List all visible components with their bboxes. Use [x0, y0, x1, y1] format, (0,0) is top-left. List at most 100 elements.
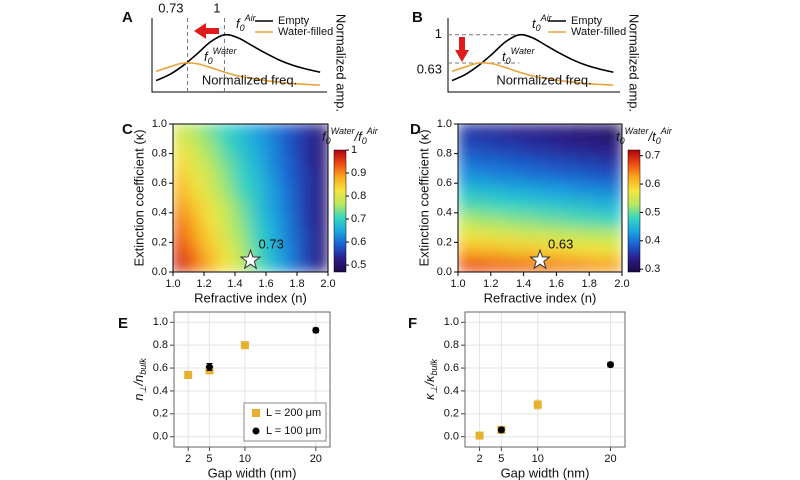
heatmap-cell — [473, 241, 492, 258]
heatmap-cell — [539, 197, 557, 214]
y-tick-label: 1.0 — [437, 118, 452, 130]
x-tick-label: 1.0 — [450, 278, 465, 290]
panel-letter: F — [408, 315, 417, 332]
label-part: 0 — [326, 136, 331, 146]
heatmap-cell — [539, 124, 557, 140]
heatmap-cell — [296, 124, 313, 140]
x-tick-label: 1.4 — [227, 278, 242, 290]
x-tick-label: 1.2 — [196, 278, 211, 290]
heatmap-cell — [265, 241, 282, 258]
heatmap-cell — [473, 256, 492, 272]
y-tick-label: 0.6 — [437, 177, 452, 189]
heatmap-cell — [203, 182, 220, 199]
label-part: f — [236, 16, 241, 31]
y-tick-label: 0.4 — [444, 385, 459, 397]
y-tick-label: 0.2 — [153, 408, 168, 420]
heatmap-cell — [296, 241, 313, 258]
label-part: 0 — [506, 56, 511, 66]
heatmap-cell — [555, 241, 574, 258]
heatmap-cell — [572, 182, 590, 199]
curve — [451, 62, 614, 86]
data-point — [312, 326, 320, 334]
heatmap-cell — [588, 227, 607, 243]
heatmap-cell — [265, 256, 282, 272]
heatmap-cell — [173, 182, 189, 199]
label-part: ⊥ — [429, 385, 439, 393]
heatmap-cell — [572, 153, 590, 169]
x-tick-label: 2 — [476, 453, 482, 465]
heatmap-cell — [490, 182, 508, 199]
heatmap-cell — [188, 124, 205, 140]
data-point — [533, 400, 542, 409]
colorbar-tick-label: 0.3 — [645, 263, 660, 275]
heatmap-cell — [188, 138, 205, 155]
heatmap-cell — [490, 153, 508, 169]
heatmap-cell — [188, 227, 205, 243]
label-part: Water — [213, 46, 238, 56]
heatmap-cell — [203, 167, 220, 184]
heatmap-cell — [203, 153, 220, 169]
label-part: Air — [366, 126, 379, 136]
heatmap — [458, 124, 622, 272]
y-axis-label: κ⊥/κbulk — [422, 359, 439, 400]
heatmap-cell — [203, 241, 220, 258]
heatmap-cell — [312, 212, 328, 229]
star-label: 0.63 — [548, 237, 573, 252]
y-axis-label: Normalized amp. — [627, 14, 642, 112]
heatmap-cell — [234, 212, 251, 229]
heatmap-cell — [281, 241, 298, 258]
heatmap-cell — [281, 212, 298, 229]
y-tick-label: 0.4 — [153, 385, 168, 397]
heatmap-cell — [234, 138, 251, 155]
heatmap-cell — [188, 241, 205, 258]
label-part: 0 — [620, 136, 625, 146]
heatmap-cell — [523, 241, 541, 258]
label-part: Air — [540, 13, 553, 23]
heatmap-cell — [523, 124, 541, 140]
label-part: Water — [511, 46, 536, 56]
heatmap-cell — [572, 212, 590, 229]
heatmap-cell — [281, 167, 298, 184]
label-part: Water — [625, 126, 650, 136]
label-part: bulk — [138, 358, 148, 375]
heatmap-cell — [539, 182, 557, 199]
colorbar-tick-label: 1 — [351, 144, 357, 156]
heatmap-cell — [473, 197, 492, 214]
y-tick-label: 1.0 — [153, 316, 168, 328]
plot-frame — [173, 311, 331, 448]
heatmap-cell — [250, 197, 267, 214]
legend-swatch — [252, 427, 260, 435]
legend-swatch — [252, 409, 260, 417]
marker-label: 1 — [435, 26, 442, 41]
x-tick-label: 1.8 — [582, 278, 597, 290]
panel-letter: A — [122, 9, 133, 26]
heatmap-cell — [588, 153, 607, 169]
heatmap-cell — [188, 212, 205, 229]
heatmap-cell — [555, 124, 574, 140]
data-point — [475, 431, 484, 440]
curve — [155, 62, 321, 86]
heatmap-cell — [588, 167, 607, 184]
heatmap-cell — [265, 197, 282, 214]
shift-arrow — [194, 23, 219, 39]
x-tick-label: 1.2 — [483, 278, 498, 290]
label-part: Air — [244, 13, 257, 23]
heatmap-cell — [458, 138, 475, 155]
heatmap-cell — [458, 212, 475, 229]
x-tick-label: 1.6 — [549, 278, 564, 290]
heatmap-cell — [506, 197, 525, 214]
x-tick-label: 1.4 — [516, 278, 531, 290]
y-tick-label: 0.0 — [444, 431, 459, 443]
label-part: /n — [131, 375, 146, 387]
y-tick-label: 0.6 — [444, 362, 459, 374]
x-axis-label: Refractive index (n) — [194, 290, 307, 305]
heatmap-cell — [219, 138, 236, 155]
label-part: /t — [647, 129, 657, 144]
heatmap-cell — [265, 138, 282, 155]
heatmap-cell — [281, 256, 298, 272]
heatmap-cell — [265, 227, 282, 243]
heatmap-cell — [250, 167, 267, 184]
heatmap-cell — [234, 241, 251, 258]
heatmap-cell — [312, 197, 328, 214]
